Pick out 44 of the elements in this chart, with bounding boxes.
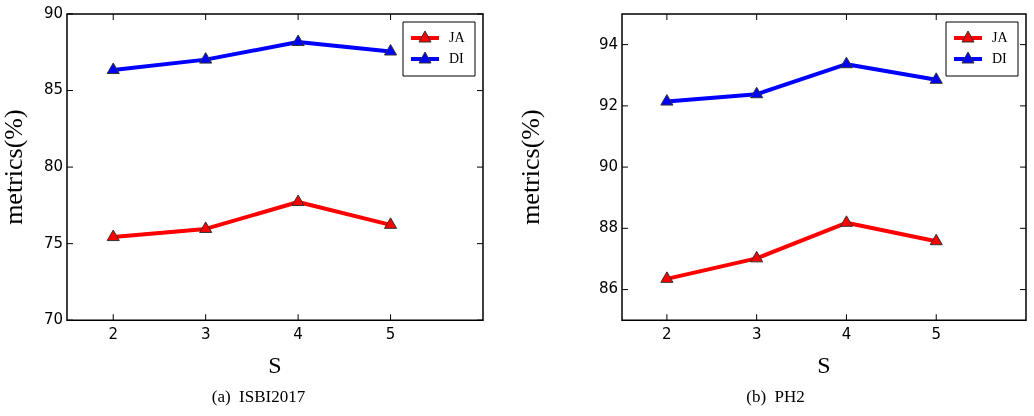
point	[839, 215, 854, 227]
x-tick-label: 3	[200, 325, 211, 344]
point	[750, 86, 764, 99]
x-tick-label: 2	[662, 325, 672, 344]
text: (b) PH2	[745, 387, 806, 407]
y-tick-label: 80	[43, 156, 63, 175]
point	[750, 250, 764, 263]
legend-label: DI	[449, 50, 465, 66]
point	[291, 194, 305, 207]
y-tick-label: 70	[43, 310, 63, 329]
y-tick-label: 75	[43, 233, 63, 252]
y-tick-label: 85	[43, 80, 63, 99]
legend-label: JA	[992, 29, 1009, 45]
legend-label: JA	[449, 29, 466, 45]
point	[839, 56, 854, 69]
point	[383, 217, 398, 229]
x-tick-label: 3	[751, 325, 762, 344]
x-axis-title: S	[817, 351, 831, 378]
y-tick-label: 92	[598, 95, 618, 114]
point	[660, 94, 674, 106]
y-tick-label: 94	[598, 34, 618, 53]
y-tick-label: 90	[43, 3, 63, 22]
y-tick-label: 88	[598, 218, 618, 237]
point	[199, 52, 213, 64]
point	[291, 34, 305, 47]
point	[106, 62, 120, 75]
x-tick-label: 4	[293, 325, 303, 344]
y-axis-title: metrics(%)	[516, 109, 546, 225]
legend-label: DI	[992, 50, 1008, 66]
x-tick-label: 5	[385, 325, 396, 344]
point	[929, 233, 943, 246]
y-axis-title: metrics(%)	[0, 109, 29, 225]
point	[106, 229, 120, 242]
x-axis-title: S	[268, 351, 282, 378]
x-tick-label: 4	[841, 325, 852, 344]
point	[929, 72, 943, 84]
x-tick-label: 2	[108, 325, 118, 344]
x-tick-label: 5	[931, 325, 941, 344]
y-tick-label: 90	[598, 156, 618, 175]
text: (a) ISBI2017	[210, 387, 307, 407]
y-tick-label: 86	[598, 279, 618, 298]
point	[660, 271, 674, 283]
point	[383, 44, 398, 56]
point	[199, 221, 213, 233]
